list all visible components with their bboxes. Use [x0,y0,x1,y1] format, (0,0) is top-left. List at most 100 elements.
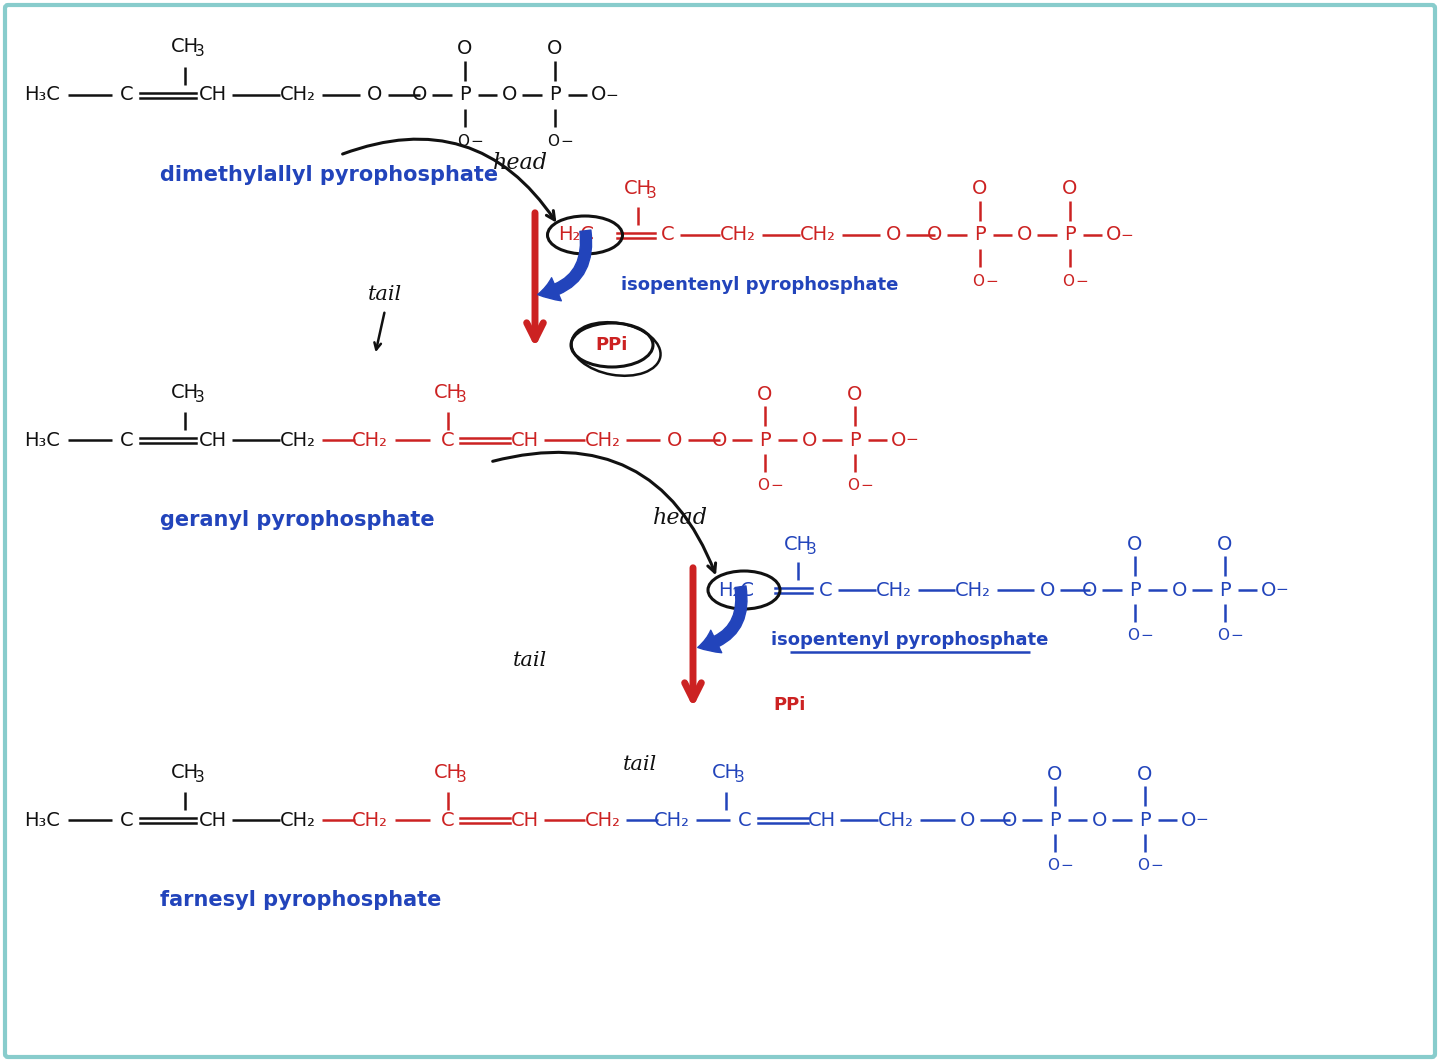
Text: O: O [412,86,428,104]
Text: isopentenyl pyrophosphate: isopentenyl pyrophosphate [772,631,1048,649]
Text: CH: CH [808,810,837,829]
Text: CH₂: CH₂ [876,581,912,600]
Text: O: O [960,810,976,829]
Text: P: P [1220,581,1231,600]
Text: P: P [1050,810,1061,829]
Text: O: O [757,384,773,404]
Text: O: O [927,225,943,244]
Text: C: C [120,86,134,104]
Text: 3: 3 [196,45,204,59]
Text: C: C [120,430,134,449]
Text: O: O [1261,581,1277,600]
Text: 3: 3 [196,770,204,785]
Text: P: P [1139,810,1151,829]
Text: O: O [757,479,769,494]
Text: C: C [441,430,455,449]
Text: O: O [547,134,559,149]
Text: −: − [1195,812,1208,827]
Text: H₂C: H₂C [559,225,595,244]
Text: −: − [985,274,998,289]
Text: CH₂: CH₂ [279,430,315,449]
Text: O: O [1172,581,1188,600]
Text: CH: CH [171,763,199,782]
Text: PPi: PPi [773,696,806,714]
Text: CH₂: CH₂ [720,225,756,244]
Text: O: O [1217,534,1233,553]
Text: PPi: PPi [596,336,628,354]
Text: O: O [1083,581,1097,600]
Text: O: O [1017,225,1032,244]
Text: P: P [1064,225,1076,244]
Text: CH: CH [199,810,228,829]
Text: isopentenyl pyrophosphate: isopentenyl pyrophosphate [621,276,899,294]
Text: O: O [1040,581,1056,600]
Text: O: O [972,179,988,199]
Text: O: O [503,86,518,104]
Text: O: O [367,86,383,104]
Text: 3: 3 [456,390,467,405]
Text: O: O [802,430,818,449]
Text: O: O [1063,179,1077,199]
Text: tail: tail [624,755,657,774]
Text: head: head [652,507,707,529]
Text: CH₂: CH₂ [351,810,387,829]
Text: −: − [471,134,484,149]
Text: O: O [1128,629,1139,644]
Text: CH₂: CH₂ [878,810,914,829]
Text: P: P [1129,581,1140,600]
Text: H₃C: H₃C [24,810,60,829]
Text: O: O [713,430,727,449]
Text: −: − [1076,274,1089,289]
Text: CH: CH [171,382,199,401]
Text: O: O [891,430,907,449]
Text: O: O [458,39,472,58]
Text: O: O [1093,810,1107,829]
Text: −: − [1276,582,1289,598]
Text: O: O [1138,858,1149,874]
Text: O: O [1217,629,1228,644]
Text: O: O [1106,225,1122,244]
Text: 3: 3 [647,187,657,202]
Text: H₃C: H₃C [24,430,60,449]
Text: CH₂: CH₂ [351,430,387,449]
Text: dimethylallyl pyrophosphate: dimethylallyl pyrophosphate [160,165,498,185]
Text: CH₂: CH₂ [801,225,837,244]
Text: C: C [739,810,752,829]
Text: O: O [1128,534,1143,553]
Text: P: P [975,225,986,244]
Text: P: P [759,430,770,449]
Text: −: − [560,134,573,149]
Text: O: O [547,39,563,58]
Text: CH: CH [624,179,652,199]
Text: P: P [850,430,861,449]
Text: C: C [819,581,832,600]
Text: O: O [886,225,901,244]
Text: P: P [549,86,560,104]
Text: CH: CH [199,430,228,449]
Text: −: − [1120,227,1133,242]
Text: CH: CH [171,37,199,56]
Text: 3: 3 [456,770,467,785]
Text: −: − [606,87,618,103]
FancyArrowPatch shape [537,230,592,301]
Text: O: O [1063,274,1074,289]
Text: −: − [770,479,783,494]
Text: geranyl pyrophosphate: geranyl pyrophosphate [160,510,435,530]
Text: O: O [847,479,860,494]
Text: H₃C: H₃C [24,86,60,104]
FancyBboxPatch shape [4,5,1436,1057]
Text: O: O [1002,810,1018,829]
Text: CH₂: CH₂ [279,86,315,104]
Text: C: C [661,225,675,244]
Text: farnesyl pyrophosphate: farnesyl pyrophosphate [160,890,442,910]
Text: tail: tail [513,651,547,669]
Text: −: − [1061,858,1073,874]
Text: −: − [906,432,919,447]
Text: CH₂: CH₂ [585,810,621,829]
Text: O: O [1047,765,1063,784]
Text: CH: CH [711,763,740,782]
Text: −: − [1231,629,1243,644]
Text: tail: tail [369,286,402,305]
Text: CH: CH [433,763,462,782]
Text: O: O [847,384,863,404]
